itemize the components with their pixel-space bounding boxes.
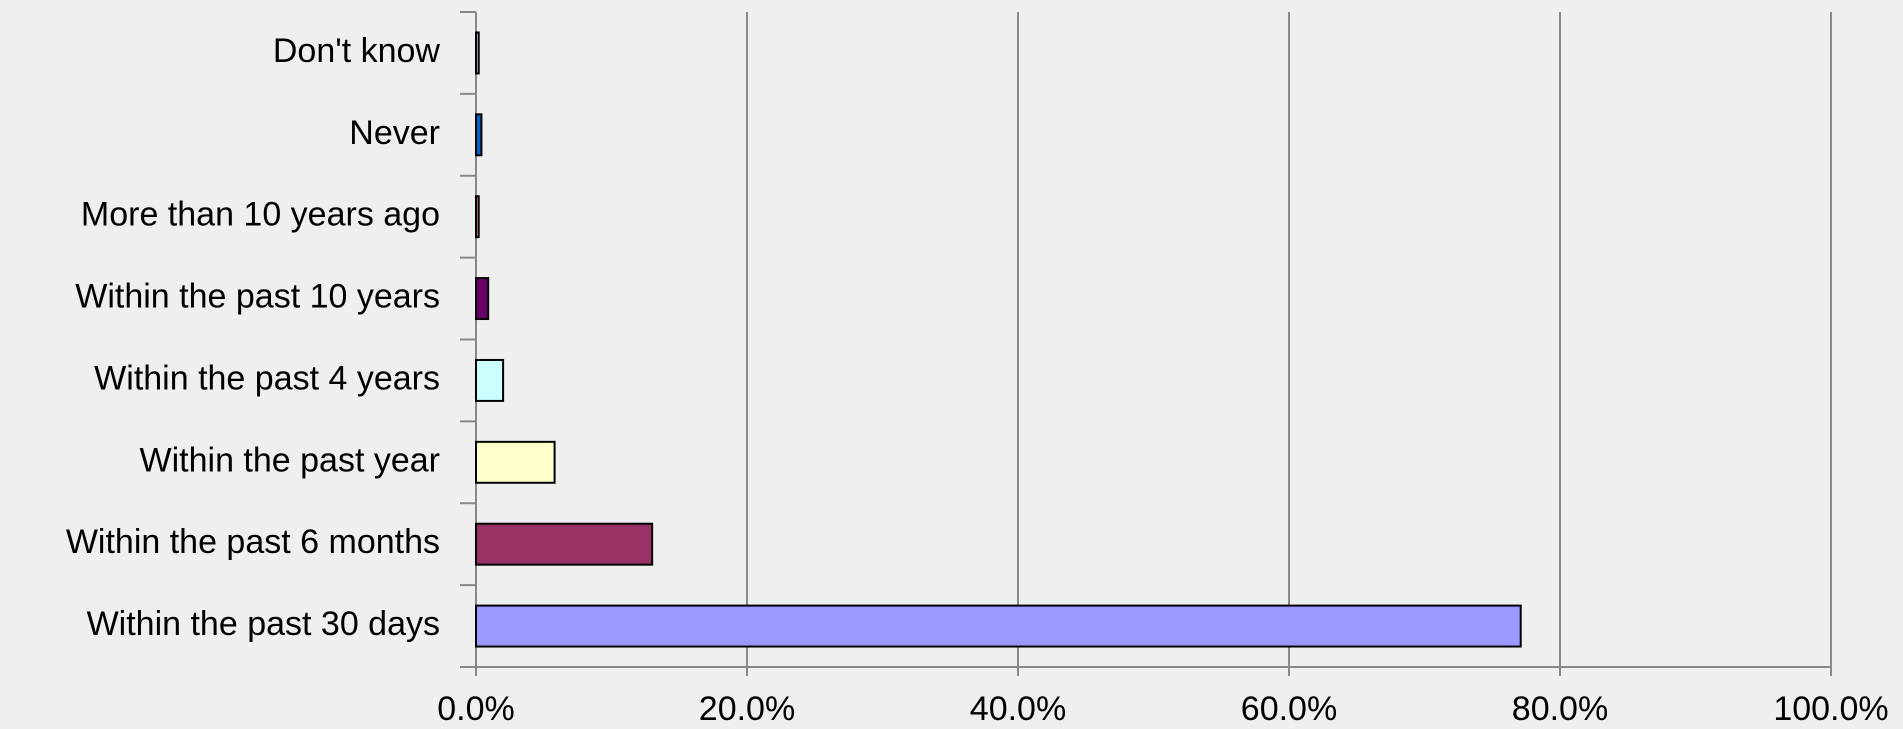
bar	[475, 358, 505, 402]
bar	[475, 113, 483, 157]
x-tick-label: 40.0%	[970, 690, 1066, 728]
y-tick-label: More than 10 years ago	[81, 196, 440, 234]
x-tick-label: 0.0%	[437, 690, 515, 728]
x-tick-label: 60.0%	[1241, 690, 1337, 728]
y-tick-label: Never	[349, 114, 440, 152]
x-tick-label: 20.0%	[699, 690, 795, 728]
bar	[475, 277, 490, 321]
y-tick-label: Within the past 30 days	[87, 605, 440, 643]
bar	[475, 440, 556, 484]
y-tick-label: Within the past 6 months	[66, 523, 440, 561]
bar	[475, 31, 480, 75]
bar	[475, 522, 654, 566]
y-tick-label: Within the past 4 years	[94, 359, 440, 397]
bar	[475, 604, 1522, 648]
y-tick-label: Within the past year	[140, 441, 440, 479]
bar	[475, 195, 480, 239]
x-tick-label: 100.0%	[1773, 690, 1888, 728]
y-tick-label: Within the past 10 years	[75, 278, 440, 316]
x-tick-label: 80.0%	[1512, 690, 1608, 728]
y-tick-label: Don't know	[273, 32, 441, 70]
